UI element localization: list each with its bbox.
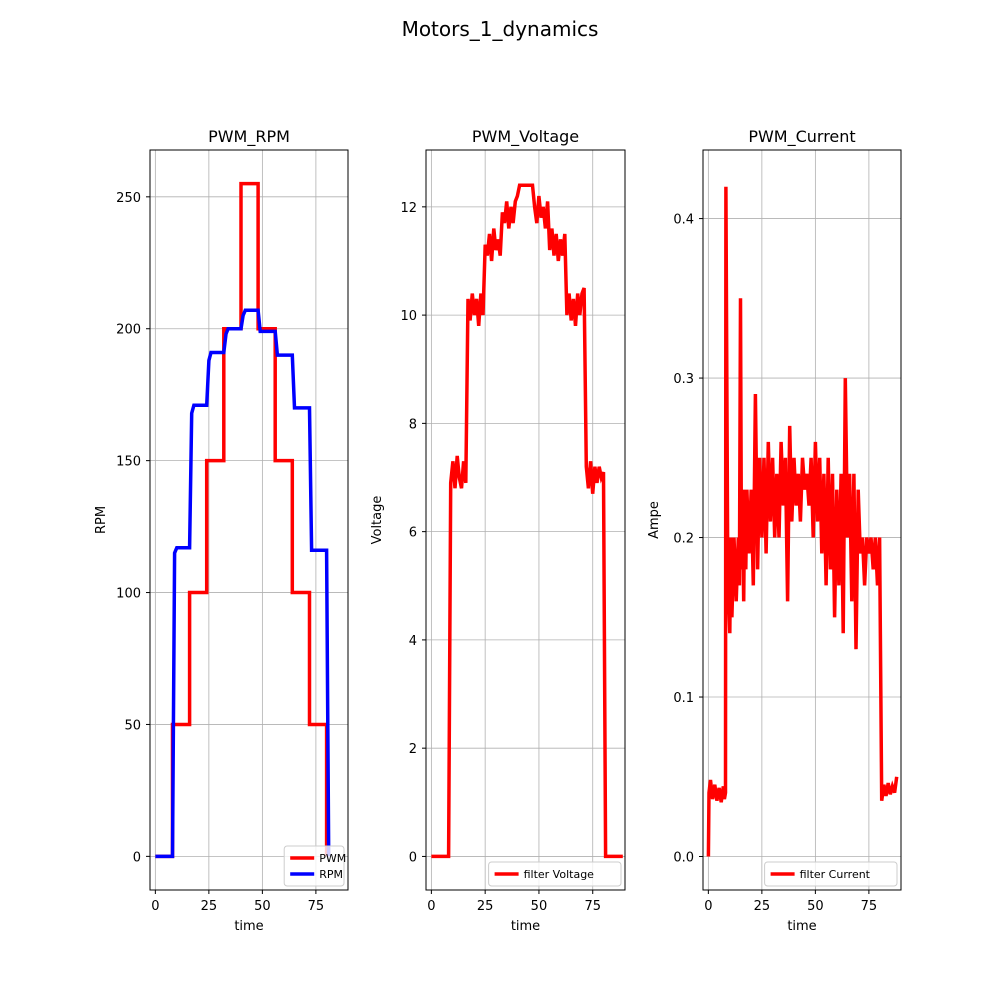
- pwm-voltage-ytick-label-12: 12: [400, 201, 417, 216]
- pwm-rpm-legend: PWM RPM: [283, 845, 346, 887]
- pwm-voltage-legend-box: [488, 861, 622, 887]
- pwm-voltage-ytick-label-6: 6: [409, 526, 417, 541]
- pwm-rpm-axes-frame: [149, 149, 349, 891]
- pwm-current-ylabel: Ampe: [647, 501, 662, 539]
- figure-suptitle: Motors_1_dynamics: [402, 17, 599, 41]
- pwm-voltage-grid: [426, 150, 625, 890]
- pwm-voltage-axes-frame: [425, 149, 626, 891]
- pwm-voltage-xtick-label-0: 0: [427, 899, 435, 914]
- pwm-current-legend-label-filter-current: filter Current: [800, 868, 871, 881]
- pwm-rpm-xtick-label-50: 50: [254, 899, 271, 914]
- pwm-voltage-title: PWM_Voltage: [472, 127, 579, 147]
- pwm-current-ytick-label-0-3: 0.3: [673, 372, 694, 387]
- pwm-current-xtick-label-50: 50: [807, 899, 824, 914]
- pwm-rpm-ytick-label-150: 150: [116, 455, 141, 470]
- pwm-voltage-xlabel: time: [511, 919, 540, 934]
- pwm-voltage-series-filter-voltage: [431, 183, 623, 859]
- pwm-rpm-series-pwm: [155, 181, 329, 859]
- pwm-voltage-ylabel: Voltage: [370, 496, 385, 545]
- pwm-rpm-legend-box: [283, 845, 345, 887]
- pwm-rpm-series-rpm: [155, 308, 331, 859]
- pwm-voltage-ytick-label-2: 2: [409, 742, 417, 757]
- pwm-current-xlabel: time: [787, 919, 816, 934]
- pwm-rpm-ytick-label-50: 50: [124, 718, 141, 733]
- pwm-voltage-xtick-label-25: 25: [477, 899, 494, 914]
- pwm-current-xtick-label-25: 25: [754, 899, 771, 914]
- pwm-current-ytick-label-0-2: 0.2: [673, 532, 694, 547]
- pwm-voltage-ytick-label-8: 8: [409, 417, 417, 432]
- pwm-voltage-ytick-label-4: 4: [409, 634, 417, 649]
- pwm-rpm-ylabel: RPM: [94, 506, 109, 534]
- pwm-rpm-xtick-label-75: 75: [308, 899, 325, 914]
- pwm-rpm-xtick-label-25: 25: [201, 899, 218, 914]
- pwm-current-title: PWM_Current: [748, 127, 855, 147]
- pwm-rpm-ytick-label-100: 100: [116, 587, 141, 602]
- pwm-voltage-legend: filter Voltage: [488, 861, 622, 887]
- pwm-current-legend: filter Current: [764, 861, 898, 887]
- pwm-rpm-title: PWM_RPM: [208, 127, 290, 147]
- pwm-rpm-xtick-label-0: 0: [151, 899, 159, 914]
- pwm-rpm-legend-label-rpm: RPM: [319, 868, 343, 881]
- pwm-rpm-legend-label-pwm: PWM: [319, 852, 346, 865]
- pwm-rpm-ytick-label-0: 0: [133, 850, 141, 865]
- pwm-current-series-filter-current: [706, 186, 899, 857]
- pwm-rpm-xlabel: time: [234, 919, 263, 934]
- pwm-current-legend-box: [764, 861, 898, 887]
- pwm-voltage-legend-label-filter-voltage: filter Voltage: [524, 868, 595, 881]
- pwm-current-ytick-label-0-1: 0.1: [673, 691, 694, 706]
- pwm-current-ytick-label-0: 0.0: [673, 851, 694, 866]
- pwm-rpm-ytick-label-250: 250: [116, 191, 141, 206]
- pwm-current-ytick-label-0-4: 0.4: [673, 213, 694, 228]
- pwm-current-axes-frame: [702, 149, 902, 891]
- pwm-voltage-xtick-label-50: 50: [531, 899, 548, 914]
- pwm-voltage-xtick-label-75: 75: [584, 899, 601, 914]
- pwm-rpm-ytick-label-200: 200: [116, 323, 141, 338]
- pwm-current-xtick-label-75: 75: [861, 899, 878, 914]
- pwm-rpm-grid: [150, 150, 348, 890]
- pwm-current-xtick-label-0: 0: [704, 899, 712, 914]
- pwm-voltage-ytick-label-10: 10: [400, 309, 417, 324]
- pwm-voltage-ytick-label-0: 0: [409, 850, 417, 865]
